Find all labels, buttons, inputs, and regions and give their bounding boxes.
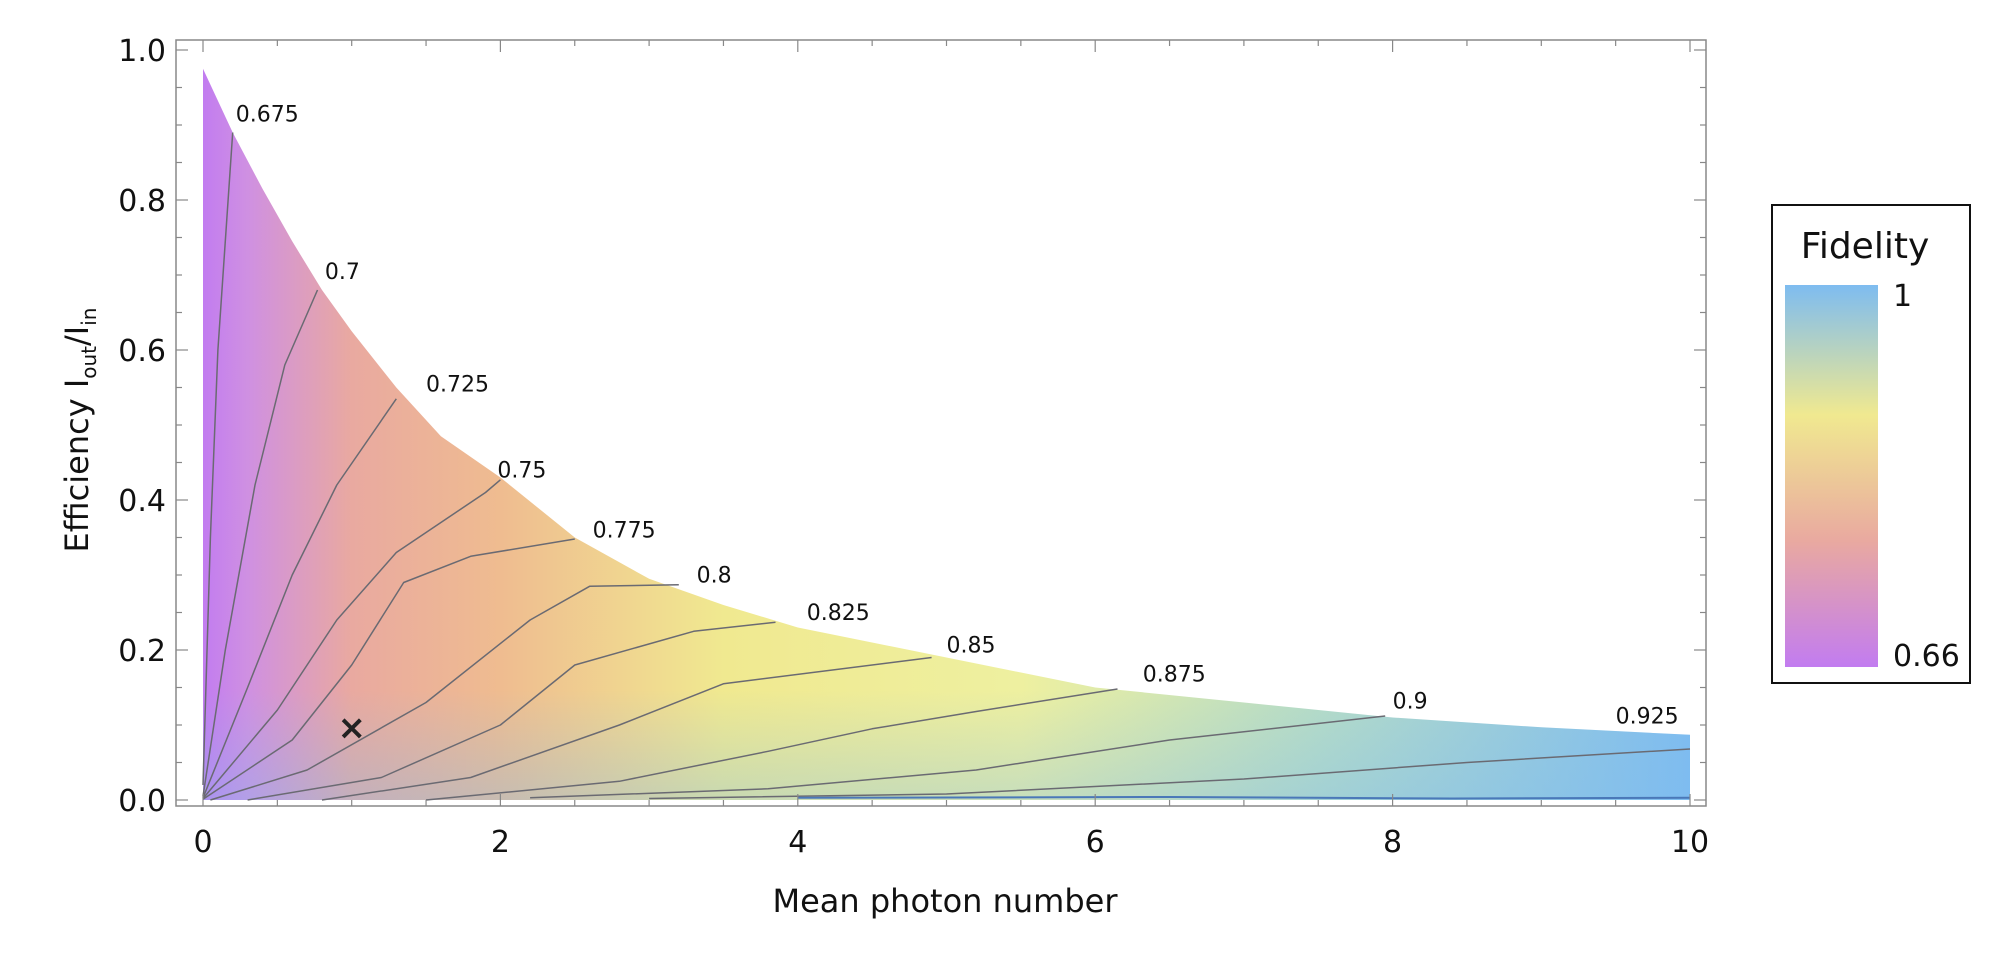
colorbar-max-label: 1	[1893, 279, 1912, 314]
contour-line	[425, 688, 1118, 801]
y-tick-label: 0.4	[118, 484, 166, 519]
contour-line	[530, 715, 1386, 799]
contour-label: 0.9	[1393, 690, 1428, 715]
contour-line	[202, 398, 397, 799]
contour-label: 0.85	[947, 633, 996, 658]
x-tick-label: 10	[1671, 825, 1709, 860]
contour-line	[202, 289, 319, 797]
y-tick-label: 0.0	[118, 784, 166, 819]
marker-layer: ×	[337, 708, 366, 748]
contour-label: 0.925	[1616, 705, 1679, 730]
contour-line	[797, 796, 1691, 800]
operating-point-marker: ×	[337, 708, 366, 748]
y-axis-title: Efficiency Iout/Iin	[58, 308, 101, 553]
contour-label: 0.725	[426, 372, 489, 397]
contour-lines	[202, 132, 1691, 801]
contour-label: 0.8	[697, 564, 732, 589]
x-tick-label: 4	[788, 825, 807, 860]
x-tick-label: 8	[1383, 825, 1402, 860]
y-tick-label: 0.6	[118, 334, 166, 369]
y-tick-labels: 0.0 0.2 0.4 0.6 0.8 1.0	[118, 34, 166, 819]
x-tick-label: 6	[1086, 825, 1105, 860]
contour-line	[247, 621, 776, 801]
contour-label: 0.825	[807, 601, 870, 626]
contour-label: 0.75	[497, 459, 546, 484]
x-tick-label: 0	[193, 825, 212, 860]
plot-frame	[175, 39, 1707, 807]
contour-line	[321, 656, 932, 801]
colorbar	[1785, 285, 1878, 667]
y-tick-label: 0.8	[118, 184, 166, 219]
x-axis-title: Mean photon number	[773, 882, 1119, 920]
x-tick-label: 2	[491, 825, 510, 860]
contour-line	[202, 479, 501, 799]
contour-line	[649, 748, 1691, 800]
contour-label: 0.675	[236, 102, 299, 127]
contour-label: 0.7	[325, 260, 360, 285]
contour-line	[202, 538, 575, 800]
axis-ticks	[176, 40, 1706, 806]
y-tick-label: 0.2	[118, 634, 166, 669]
contour-labels: 0.675 0.7 0.725 0.75 0.775 0.8 0.825 0.85 0.875 0…	[236, 102, 1679, 729]
contour-label: 0.775	[593, 519, 656, 544]
y-tick-label: 1.0	[118, 34, 166, 69]
contour-label: 0.875	[1143, 663, 1206, 688]
contour-line	[202, 132, 234, 786]
colorbar-min-label: 0.66	[1893, 639, 1960, 674]
colorbar-legend: Fidelity 1 0.66	[1771, 204, 1971, 684]
x-tick-labels: 0 2 4 6 8 10	[193, 825, 1709, 860]
fidelity-field-shade	[203, 68, 1690, 801]
contour-line	[210, 584, 679, 801]
legend-title: Fidelity	[1801, 226, 1930, 267]
